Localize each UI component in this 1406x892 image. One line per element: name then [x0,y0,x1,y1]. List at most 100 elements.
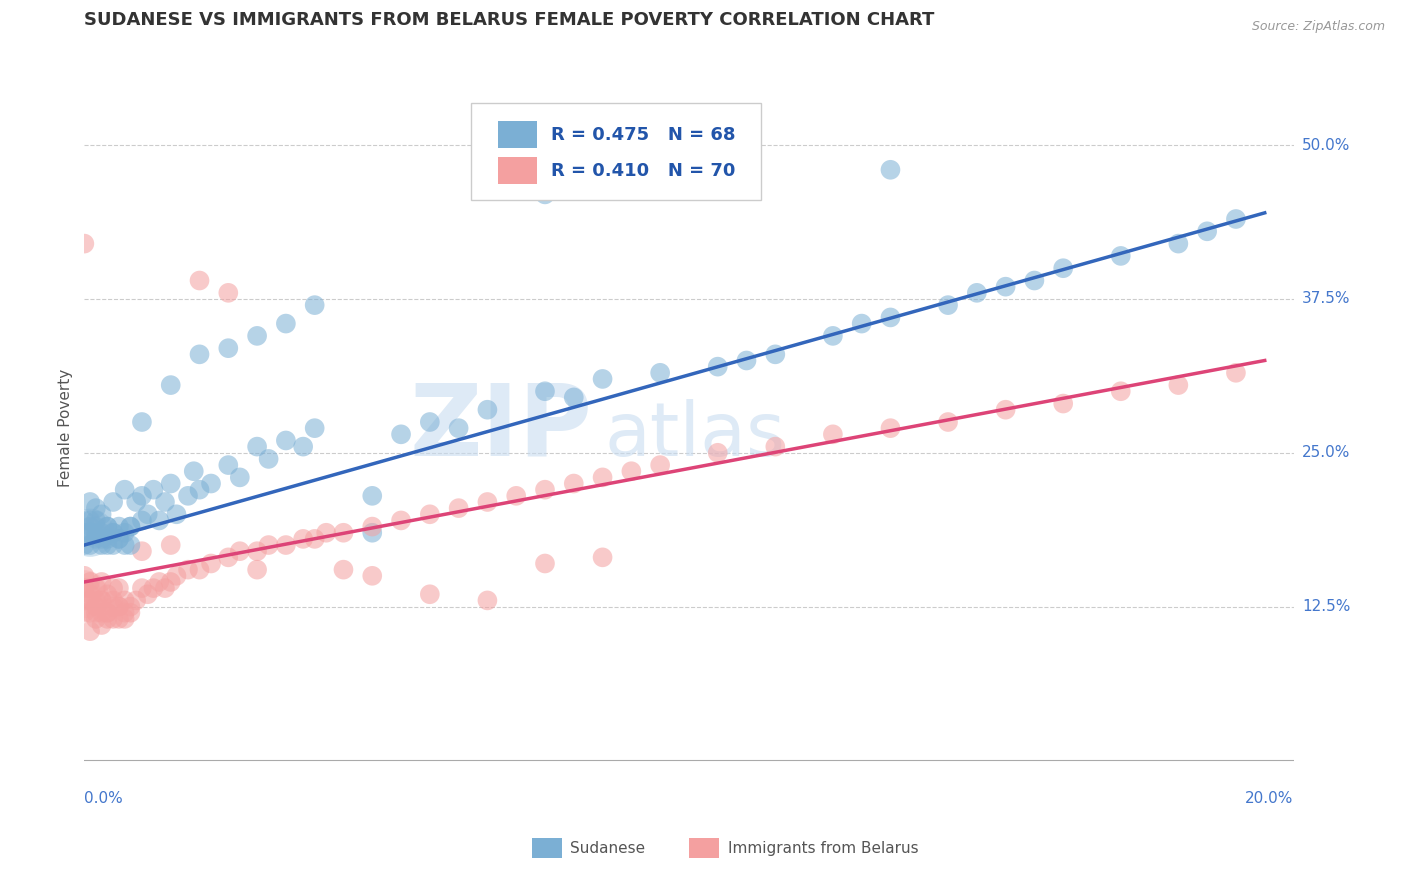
Point [257,538,280,552]
Point [84,519,107,533]
Point [188,273,211,287]
Point [120,606,142,620]
Text: 0.0%: 0.0% [84,791,124,805]
Point [90,606,112,620]
Point [101,495,124,509]
Point [246,563,269,577]
Point [200,557,222,571]
Point [257,451,280,466]
Text: SUDANESE VS IMMIGRANTS FROM BELARUS FEMALE POVERTY CORRELATION CHART: SUDANESE VS IMMIGRANTS FROM BELARUS FEMA… [84,11,935,29]
Point [84,612,107,626]
Point [108,599,131,614]
Point [217,341,239,355]
Point [159,538,181,552]
Point [73,525,96,540]
Point [90,508,112,522]
Point [217,285,239,300]
FancyBboxPatch shape [531,838,562,858]
Point [304,298,326,312]
Point [114,612,136,626]
Point [879,162,901,177]
Point [274,434,297,448]
Point [1109,384,1132,399]
Point [79,624,101,639]
FancyBboxPatch shape [498,157,537,184]
Point [90,525,112,540]
Point [101,581,124,595]
Text: 20.0%: 20.0% [1246,791,1294,805]
Point [73,587,96,601]
Point [217,550,239,565]
Point [84,581,107,595]
Point [1167,378,1189,392]
Point [79,495,101,509]
Point [505,489,527,503]
Point [108,532,131,546]
Point [361,569,384,583]
Point [136,508,159,522]
FancyBboxPatch shape [498,121,537,148]
Point [1225,366,1247,380]
Point [419,415,441,429]
Point [994,402,1017,417]
Text: 37.5%: 37.5% [1302,292,1350,307]
Point [166,508,188,522]
Point [315,525,337,540]
Point [153,495,176,509]
Point [79,538,101,552]
Point [131,489,153,503]
Point [332,525,354,540]
Point [447,501,470,516]
Point [177,563,200,577]
Point [84,525,107,540]
Point [592,372,614,386]
Point [79,593,101,607]
Point [79,606,101,620]
Point [73,593,96,607]
Point [73,581,96,595]
Point [1167,236,1189,251]
Point [821,329,844,343]
Point [763,347,786,361]
Point [108,581,131,595]
Point [188,563,211,577]
Point [304,421,326,435]
Point [389,427,412,442]
Point [361,519,384,533]
Point [79,581,101,595]
Point [108,532,131,546]
Point [821,427,844,442]
Point [159,476,181,491]
Point [389,513,412,527]
Point [706,446,728,460]
Point [120,538,142,552]
Point [159,574,181,589]
Point [84,532,107,546]
Point [79,525,101,540]
Point [125,593,148,607]
Point [120,519,142,533]
Point [84,593,107,607]
Point [90,532,112,546]
Point [477,402,499,417]
Point [79,519,101,533]
Point [1052,261,1074,276]
Point [534,187,557,202]
Point [73,513,96,527]
Point [706,359,728,374]
Point [131,544,153,558]
Point [96,519,118,533]
Point [1024,273,1046,287]
Point [361,489,384,503]
Point [114,606,136,620]
Point [114,483,136,497]
Point [73,538,96,552]
Point [84,501,107,516]
Point [84,599,107,614]
Point [114,525,136,540]
Text: ZIP: ZIP [409,380,592,476]
Point [142,581,165,595]
Point [153,581,176,595]
Text: Source: ZipAtlas.com: Source: ZipAtlas.com [1251,20,1385,33]
Text: 50.0%: 50.0% [1302,137,1350,153]
